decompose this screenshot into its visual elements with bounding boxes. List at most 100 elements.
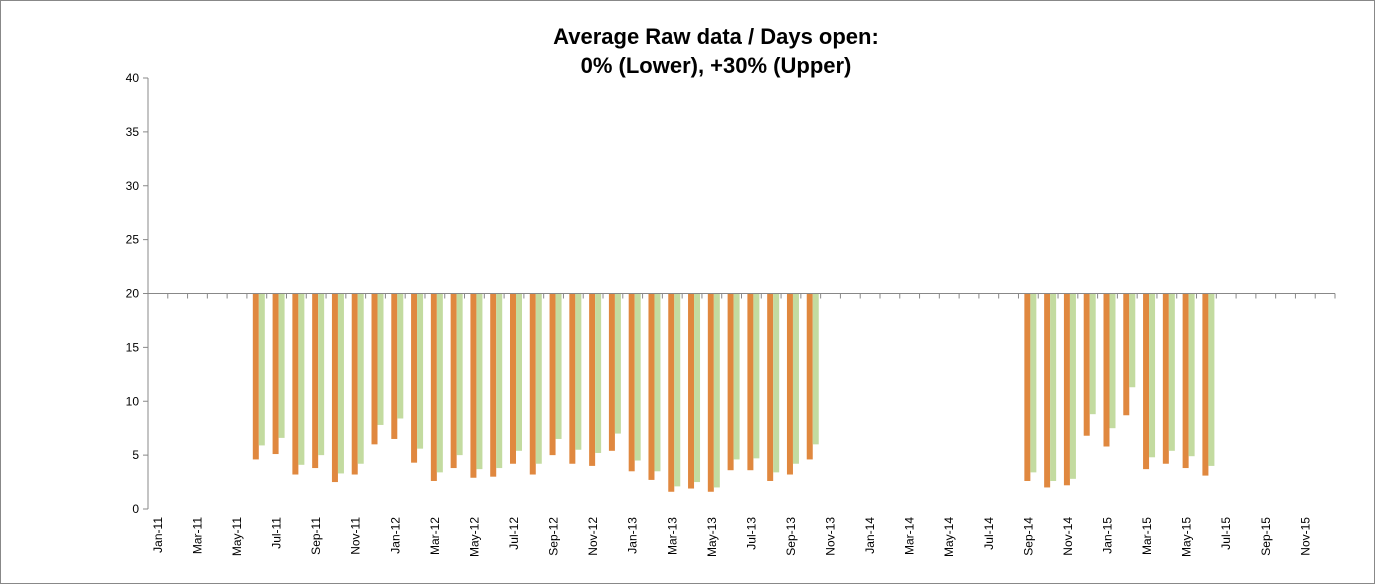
bar <box>430 293 437 481</box>
bar <box>773 293 780 473</box>
bar <box>411 293 418 463</box>
chart-title: Average Raw data / Days open: <box>553 24 879 49</box>
x-tick-label: Jan-11 <box>151 517 165 553</box>
bar <box>792 293 799 464</box>
x-tick-label: Jan-12 <box>388 517 402 554</box>
x-tick-label: Sep-12 <box>547 517 561 556</box>
x-tick-label: Sep-11 <box>309 517 323 555</box>
bar <box>436 293 443 473</box>
x-tick-label: Mar-13 <box>665 517 679 555</box>
bar <box>694 293 701 483</box>
bar <box>1162 293 1169 464</box>
bar <box>1202 293 1209 476</box>
bar <box>318 293 325 456</box>
bar <box>806 293 813 460</box>
bar <box>713 293 720 488</box>
y-tick-label: 40 <box>126 71 140 85</box>
x-tick-label: Nov-11 <box>349 517 363 555</box>
x-tick-label: May-14 <box>942 517 956 557</box>
bar <box>292 293 299 475</box>
bar <box>509 293 516 464</box>
x-tick-label: Nov-12 <box>586 517 600 556</box>
bar <box>733 293 740 460</box>
bar <box>258 293 265 446</box>
bar <box>377 293 384 425</box>
x-tick-label: Jan-13 <box>626 517 640 554</box>
bar <box>529 293 536 475</box>
bar <box>1168 293 1175 451</box>
bar <box>1129 293 1136 388</box>
bar <box>786 293 793 475</box>
bar <box>490 293 497 477</box>
x-tick-label: Mar-14 <box>903 517 917 555</box>
bar <box>476 293 483 470</box>
bar <box>648 293 655 480</box>
bar <box>1030 293 1037 473</box>
x-tick-label: May-12 <box>467 517 481 557</box>
bar <box>272 293 279 455</box>
x-tick-label: Mar-15 <box>1140 517 1154 555</box>
bar <box>654 293 661 472</box>
bar <box>549 293 556 456</box>
bar <box>1044 293 1051 488</box>
x-tick-label: Jul-15 <box>1219 517 1233 550</box>
x-tick-label: Nov-14 <box>1061 517 1075 556</box>
bar <box>1083 293 1090 436</box>
bar <box>391 293 398 439</box>
x-tick-label: Mar-12 <box>428 517 442 555</box>
x-tick-label: Jul-13 <box>744 517 758 550</box>
bar <box>312 293 319 469</box>
x-tick-label: Jul-14 <box>982 517 996 550</box>
bar <box>397 293 404 419</box>
bar <box>450 293 457 469</box>
x-tick-label: May-13 <box>705 517 719 557</box>
y-tick-label: 25 <box>126 233 140 247</box>
bar <box>727 293 734 471</box>
bar <box>1149 293 1156 458</box>
bar <box>707 293 714 492</box>
x-tick-label: Sep-15 <box>1259 517 1273 556</box>
x-tick-label: Mar-11 <box>190 517 204 554</box>
bar <box>298 293 305 465</box>
bar <box>1182 293 1189 469</box>
y-tick-label: 35 <box>126 125 140 139</box>
bar <box>331 293 338 483</box>
bar <box>634 293 641 461</box>
y-tick-label: 10 <box>126 394 140 408</box>
y-tick-label: 15 <box>126 340 140 354</box>
bar <box>496 293 503 469</box>
bar <box>595 293 602 453</box>
bar <box>767 293 774 481</box>
bar <box>1143 293 1150 470</box>
bar <box>674 293 681 487</box>
bar <box>1123 293 1130 416</box>
bar <box>688 293 695 489</box>
bar <box>569 293 576 464</box>
bar <box>1063 293 1070 486</box>
y-tick-label: 0 <box>132 502 139 516</box>
bar <box>252 293 259 460</box>
x-tick-label: Jan-14 <box>863 517 877 554</box>
bar <box>470 293 477 478</box>
bar <box>1208 293 1215 466</box>
x-tick-label: Jan-15 <box>1100 517 1114 554</box>
bar <box>456 293 463 456</box>
bar <box>575 293 582 450</box>
bar <box>747 293 754 471</box>
y-tick-label: 5 <box>132 448 139 462</box>
x-tick-label: May-11 <box>230 517 244 556</box>
x-tick-label: Jul-12 <box>507 517 521 550</box>
bar <box>1188 293 1195 457</box>
x-tick-label: Nov-15 <box>1298 517 1312 556</box>
x-tick-label: Nov-13 <box>824 517 838 556</box>
bar <box>628 293 635 472</box>
bar <box>1089 293 1096 415</box>
bar <box>1050 293 1057 481</box>
bar <box>515 293 522 451</box>
bar <box>535 293 542 464</box>
bar <box>1069 293 1076 479</box>
bar <box>753 293 760 459</box>
bar <box>351 293 358 475</box>
bar <box>668 293 675 492</box>
